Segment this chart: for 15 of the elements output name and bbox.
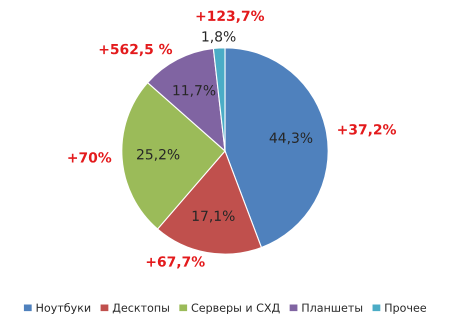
legend-label: Серверы и СХД: [192, 303, 280, 314]
text: +67,7%: [146, 256, 205, 269]
text: +70%: [68, 152, 112, 163]
text: +562,5 %: [100, 44, 172, 56]
data-label: 44,3%: [270, 132, 312, 144]
data-label: 1,8%: [202, 31, 236, 44]
text: +123,7%: [196, 10, 264, 23]
data-label: 25,2%: [137, 149, 180, 161]
text: +37,2%: [338, 124, 396, 136]
legend-label: Ноутбуки: [36, 303, 90, 314]
data-label: 11,7%: [173, 84, 216, 97]
legend-label: Планшеты: [302, 304, 362, 312]
data-label: 17,1%: [192, 210, 235, 222]
legend-label: Прочее: [385, 304, 426, 314]
legend-label: Десктопы: [112, 304, 169, 314]
